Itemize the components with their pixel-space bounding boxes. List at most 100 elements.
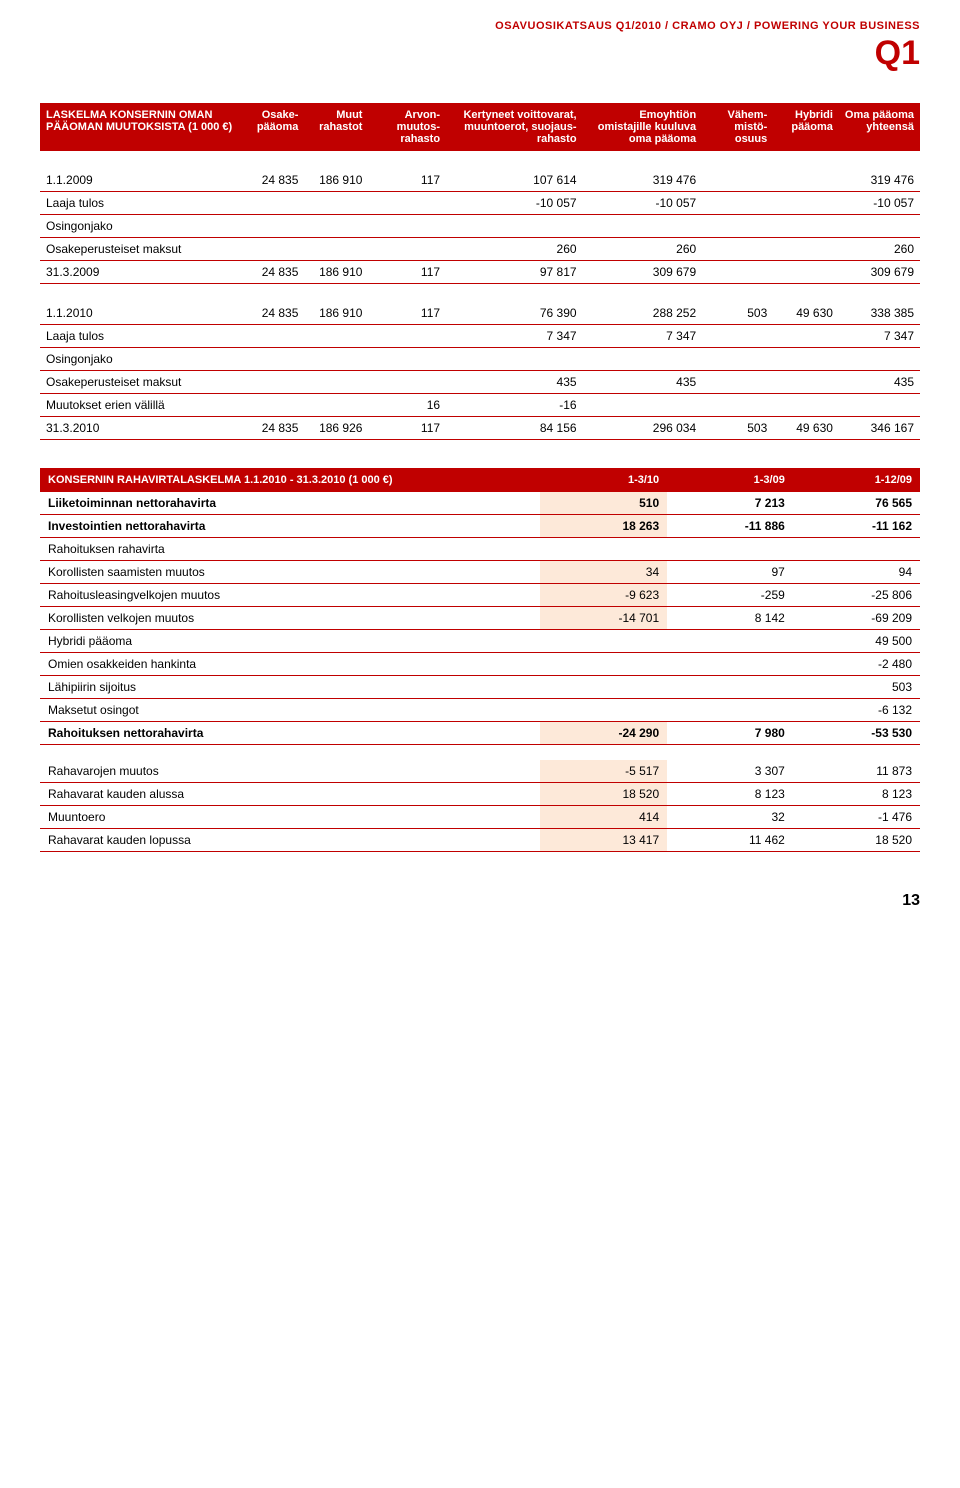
cell [773,169,839,192]
cell [446,347,583,370]
cell [702,393,773,416]
cell: 414 [540,806,667,829]
table-row: Hybridi pääoma49 500 [40,629,920,652]
cell [540,629,667,652]
cell [793,537,920,560]
cell [540,652,667,675]
row-label: Osakeperusteiset maksut [40,370,240,393]
table-row: Rahavarat kauden lopussa13 41711 46218 5… [40,829,920,852]
row-label: Liiketoiminnan nettorahavirta [40,492,540,515]
row-label: Maksetut osingot [40,698,540,721]
cf-col-0: 1-3/10 [540,468,667,492]
table-row: Osingonjako [40,347,920,370]
page-number: 13 [40,892,920,910]
row-label: Rahoituksen rahavirta [40,537,540,560]
cell: 49 500 [793,629,920,652]
cell: 49 630 [773,302,839,325]
equity-header-row: LASKELMA KONSERNIN OMAN PÄÄOMAN MUUTOKSI… [40,103,920,151]
table-row: Rahoitusleasingvelkojen muutos-9 623-259… [40,583,920,606]
cell: 16 [368,393,446,416]
cell: 11 462 [667,829,793,852]
row-label: 31.3.2010 [40,416,240,439]
cell: 186 910 [304,261,368,284]
cell: 503 [793,675,920,698]
cell [773,370,839,393]
table-row: Rahoituksen rahavirta [40,537,920,560]
cell [583,215,703,238]
cell [368,215,446,238]
cell [702,370,773,393]
cell [667,675,793,698]
table-row: Korollisten saamisten muutos349794 [40,560,920,583]
cell [304,192,368,215]
table-row: 31.3.200924 835186 91011797 817309 67930… [40,261,920,284]
report-header: OSAVUOSIKATSAUS Q1/2010 / CRAMO OYJ / PO… [40,20,920,32]
table-row: Omien osakkeiden hankinta-2 480 [40,652,920,675]
row-label: Osingonjako [40,347,240,370]
cell: -16 [446,393,583,416]
cell: 13 417 [540,829,667,852]
cell [839,215,920,238]
cell: 503 [702,416,773,439]
table-row: Lähipiirin sijoitus 503 [40,675,920,698]
cell [702,324,773,347]
cf-col-2: 1-12/09 [793,468,920,492]
cell [702,347,773,370]
cf-col-1: 1-3/09 [667,468,793,492]
cell: 18 520 [793,829,920,852]
row-label: Omien osakkeiden hankinta [40,652,540,675]
table-row: Laaja tulos7 3477 3477 347 [40,324,920,347]
cell: 97 817 [446,261,583,284]
row-label: 1.1.2010 [40,302,240,325]
cashflow-header-row: KONSERNIN RAHAVIRTALASKELMA 1.1.2010 - 3… [40,468,920,492]
cell: 186 926 [304,416,368,439]
cell: 11 873 [793,760,920,783]
cell: 49 630 [773,416,839,439]
cell: 76 565 [793,492,920,515]
cell: 338 385 [839,302,920,325]
cell [667,652,793,675]
cell: -25 806 [793,583,920,606]
cell: 7 213 [667,492,793,515]
row-label: Korollisten velkojen muutos [40,606,540,629]
cell: 117 [368,261,446,284]
cell: 97 [667,560,793,583]
cell [773,215,839,238]
row-label: Rahavarat kauden alussa [40,783,540,806]
cell [773,238,839,261]
cell: 435 [583,370,703,393]
col-emo: Emoyhtiön omistajille kuuluva oma pääoma [583,103,703,151]
cell [446,215,583,238]
row-label: Osingonjako [40,215,240,238]
cell [583,393,703,416]
table-row: Muutokset erien välillä16-16 [40,393,920,416]
cell: -259 [667,583,793,606]
row-label: Rahoitusleasingvelkojen muutos [40,583,540,606]
cashflow-title: KONSERNIN RAHAVIRTALASKELMA 1.1.2010 - 3… [40,468,540,492]
table-row: 1.1.200924 835186 910117107 614319 47631… [40,169,920,192]
table-row: Laaja tulos-10 057-10 057-10 057 [40,192,920,215]
cell: 288 252 [583,302,703,325]
cell: 32 [667,806,793,829]
cell [540,698,667,721]
row-label: Osakeperusteiset maksut [40,238,240,261]
cell [702,215,773,238]
cell: 8 123 [793,783,920,806]
cell [304,238,368,261]
row-label: Rahavarojen muutos [40,760,540,783]
cell: 186 910 [304,302,368,325]
cell [702,261,773,284]
cell [667,537,793,560]
cell: -24 290 [540,721,667,744]
row-label: 1.1.2009 [40,169,240,192]
table-row: Rahavarat kauden alussa18 5208 1238 123 [40,783,920,806]
cell [773,261,839,284]
row-label: 31.3.2009 [40,261,240,284]
cell: 84 156 [446,416,583,439]
cell: 435 [446,370,583,393]
row-label: Lähipiirin sijoitus [40,675,540,698]
cell [240,370,304,393]
cell [240,238,304,261]
cell: 94 [793,560,920,583]
col-arvon: Arvon-muutos-rahasto [368,103,446,151]
